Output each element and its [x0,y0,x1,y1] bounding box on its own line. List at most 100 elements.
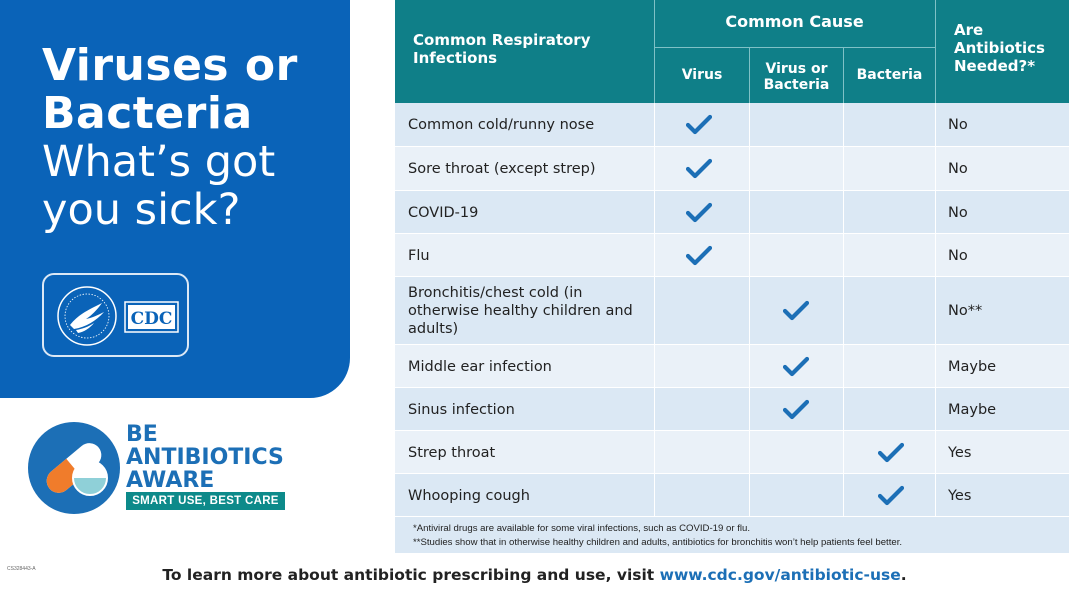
footer-cta: To learn more about antibiotic prescribi… [0,566,1069,584]
table-row: Common cold/runny nose No [395,103,1069,147]
row-separator [395,146,1069,147]
infection-name: Bronchitis/chest cold (in otherwise heal… [408,285,633,337]
row-separator [395,190,1069,191]
checkmark-icon [783,300,809,321]
cdc-logo: CDC [124,301,179,333]
antibiotics-needed-value: No** [948,303,983,319]
footer-text: To learn more about antibiotic prescribi… [162,566,660,584]
row-separator [395,387,1069,388]
checkmark-icon [878,442,904,462]
header-needed-line-3: Needed?* [954,57,1036,75]
infection-name: COVID-19 [408,204,479,221]
row-separator [395,276,1069,277]
column-divider [935,234,936,277]
column-divider [654,234,655,277]
document-code: CS328443-A [7,566,36,572]
row-separator [395,516,1069,517]
infection-name: Sinus infection [408,401,515,418]
row-separator [395,233,1069,234]
infection-name: Middle ear infection [408,358,552,375]
antibiotics-needed-value: No [948,247,968,264]
header-infection: Common Respiratory Infections [413,31,591,67]
headline-line-3: What’s got [42,137,276,187]
campaign-title: BE ANTIBIOTICS AWARE [126,423,284,492]
column-divider [654,474,655,517]
footnotes: *Antiviral drugs are available for some … [395,517,1069,553]
cdc-logo-text: CDC [131,309,173,329]
header-needed-line-2: Antibiotics [954,39,1045,57]
infection-table: Common Respiratory Infections Common Cau… [395,0,1069,517]
checkmark-icon [686,114,712,135]
column-divider [935,147,936,191]
column-divider [843,388,844,431]
column-divider [749,431,750,474]
column-divider [843,474,844,517]
column-divider [749,234,750,277]
table-row: Sinus infection Maybe [395,388,1069,431]
column-divider [654,345,655,388]
table-row: COVID-19 No [395,191,1069,234]
header-virus-or-bacteria: Virus or Bacteria [749,48,843,103]
column-divider [843,431,844,474]
column-divider [654,388,655,431]
header-bacteria: Bacteria [843,48,935,103]
table-row: Strep throat Yes [395,431,1069,474]
infection-name: Strep throat [408,444,496,461]
footnote-1: *Antiviral drugs are available for some … [413,523,750,534]
footnote-2: **Studies show that in otherwise healthy… [413,537,903,548]
column-divider [935,388,936,431]
table-row: Middle ear infection Maybe [395,345,1069,388]
campaign-line-1: BE [126,422,158,447]
agency-logos: CDC [42,273,189,357]
header-needed-line-1: Are [954,21,984,39]
infection-name: Flu [408,247,430,264]
table-row: Flu No [395,234,1069,277]
column-divider [935,474,936,517]
campaign-line-2: ANTIBIOTICS [126,445,284,470]
column-divider [935,103,936,147]
antibiotics-aware-logo [28,422,120,514]
column-divider [654,103,655,147]
antibiotics-needed-value: No [948,161,968,177]
antibiotics-needed-value: Yes [948,487,972,504]
header-virus: Virus [654,48,749,103]
column-divider [749,277,750,345]
header-divider [654,0,655,103]
headline-line-4: you sick? [42,185,241,235]
row-separator [395,473,1069,474]
antibiotics-needed-value: Yes [948,444,972,461]
infection-name: Whooping cough [408,487,530,504]
headline: Viruses or Bacteria What’s got you sick? [42,40,298,235]
column-divider [843,147,844,191]
hero-panel: Viruses or Bacteria What’s got you sick?… [0,0,350,398]
infection-name: Common cold/runny nose [408,117,595,133]
header-virus-or-bacteria-line-2: Bacteria [763,77,830,93]
column-divider [749,191,750,234]
column-divider [654,431,655,474]
column-divider [935,277,936,345]
column-divider [654,191,655,234]
header-common-cause: Common Cause [654,0,935,48]
footer-link[interactable]: www.cdc.gov/antibiotic-use [659,566,901,584]
column-divider [749,147,750,191]
column-divider [843,234,844,277]
antibiotics-needed-value: Maybe [948,358,997,375]
antibiotics-needed-value: No [948,204,968,221]
headline-line-1: Viruses or [42,40,298,91]
column-divider [843,191,844,234]
header-antibiotics-needed: Are Antibiotics Needed?* [935,0,1069,103]
checkmark-icon [878,485,904,505]
checkmark-icon [783,399,809,419]
column-divider [749,474,750,517]
column-divider [843,277,844,345]
checkmark-icon [686,245,712,265]
column-divider [935,191,936,234]
column-divider [654,147,655,191]
column-divider [843,345,844,388]
checkmark-icon [783,356,809,376]
checkmark-icon [686,158,712,179]
antibiotics-needed-value: Maybe [948,401,997,418]
column-divider [654,277,655,345]
column-divider [935,345,936,388]
infection-name: Sore throat (except strep) [408,161,596,177]
